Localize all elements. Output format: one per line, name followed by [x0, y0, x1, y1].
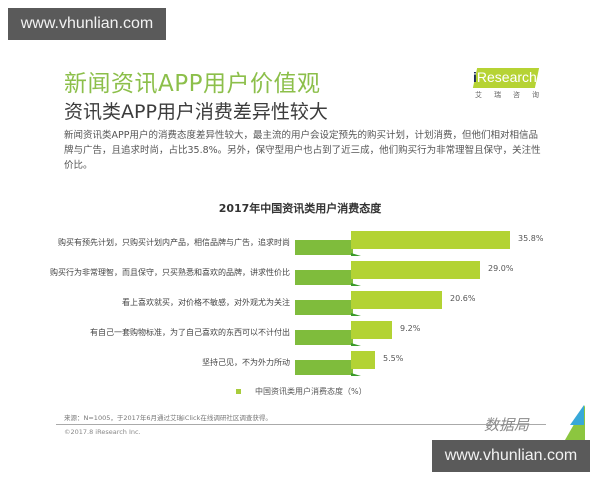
watermark-top: www.vhunlian.com: [8, 8, 166, 40]
bar-base: [295, 330, 353, 345]
bar-base: [295, 240, 353, 255]
logo-chinese: 艾 瑞 咨 询: [475, 91, 539, 99]
chart-title: 2017年中国资讯类用户消费态度: [218, 202, 382, 215]
bar-fold: [351, 283, 361, 286]
page-subtitle: 资讯类APP用户消费差异性较大: [64, 101, 328, 123]
bar: [351, 291, 442, 309]
chart-row: 购买有预先计划，只购买计划内产品，相信品牌与广告，追求时尚 35.8%: [0, 228, 600, 258]
bar: [351, 231, 510, 249]
bar-value-label: 29.0%: [488, 264, 514, 273]
bar-base: [295, 300, 353, 315]
bar-fold: [351, 313, 361, 316]
bar-fold: [351, 373, 361, 376]
corner-decoration-blue: [570, 405, 584, 425]
chart-row: 购买行为非常理智，而且保守，只买熟悉和喜欢的品牌，讲求性价比 29.0%: [0, 258, 600, 288]
footer-divider: [56, 424, 546, 425]
bar-value-label: 5.5%: [383, 354, 404, 363]
bar: [351, 261, 480, 279]
chart-row: 坚持己见，不为外力所动 5.5%: [0, 348, 600, 378]
bar: [351, 351, 375, 369]
bar-fold: [351, 253, 361, 256]
chart-legend: 中国资讯类用户消费态度（%）: [236, 386, 367, 397]
category-label: 坚持己见，不为外力所动: [202, 358, 290, 367]
description: 新闻资讯类APP用户的消费态度差异性较大，最主流的用户会设定预先的购买计划，计划…: [64, 130, 541, 171]
logo-text: iResearch: [473, 69, 537, 85]
bar: [351, 321, 392, 339]
bar-fold: [351, 343, 361, 346]
chart-row: 看上喜欢就买，对价格不敏感，对外观尤为关注 20.6%: [0, 288, 600, 318]
bar-base: [295, 270, 353, 285]
brand-mark: 数据局: [484, 416, 530, 434]
iresearch-logo: iResearch: [471, 68, 540, 88]
category-label: 看上喜欢就买，对价格不敏感，对外观尤为关注: [122, 298, 290, 307]
bar-base: [295, 360, 353, 375]
category-label: 购买行为非常理智，而且保守，只买熟悉和喜欢的品牌，讲求性价比: [50, 268, 290, 277]
bar-value-label: 9.2%: [400, 324, 421, 333]
watermark-bottom: www.vhunlian.com: [432, 440, 590, 472]
copyright: ©2017.8 iResearch Inc.: [64, 428, 141, 436]
legend-swatch: [236, 389, 241, 394]
category-label: 购买有预先计划，只购买计划内产品，相信品牌与广告，追求时尚: [58, 238, 290, 247]
source-note: 来源：N=1005，于2017年6月通过艾瑞iClick在线调研社区调查获得。: [64, 414, 272, 422]
page-title: 新闻资讯APP用户价值观: [64, 71, 321, 97]
chart-row: 有自己一套购物标准，为了自己喜欢的东西可以不计付出 9.2%: [0, 318, 600, 348]
bar-value-label: 35.8%: [518, 234, 544, 243]
bar-value-label: 20.6%: [450, 294, 476, 303]
category-label: 有自己一套购物标准，为了自己喜欢的东西可以不计付出: [90, 328, 290, 337]
legend-label: 中国资讯类用户消费态度（%）: [255, 387, 367, 396]
